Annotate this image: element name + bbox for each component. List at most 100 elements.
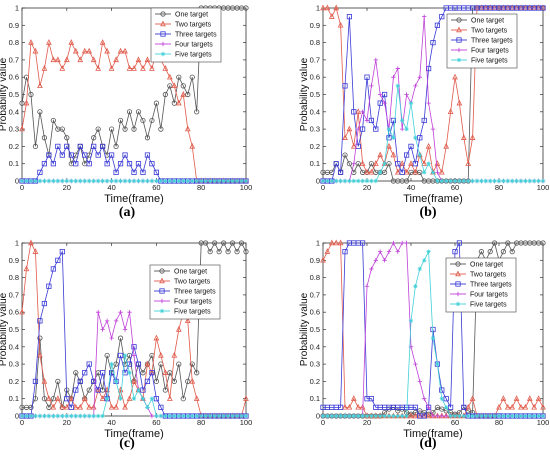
data-point <box>421 160 428 166</box>
data-point <box>136 387 141 393</box>
data-point <box>412 168 419 175</box>
data-point <box>145 178 150 184</box>
data-point <box>346 14 353 20</box>
data-point <box>82 178 87 184</box>
data-point <box>46 404 52 410</box>
data-point <box>149 396 155 401</box>
data-point <box>382 258 387 263</box>
data-point <box>176 178 181 184</box>
data-point <box>131 126 137 132</box>
data-point <box>149 370 155 376</box>
y-tick-label: 0.9 <box>310 256 320 265</box>
data-point <box>426 161 431 166</box>
x-tick-label: 20 <box>363 183 371 192</box>
data-point <box>421 413 427 419</box>
y-tick-label: 0 <box>316 177 320 186</box>
data-point <box>185 91 191 98</box>
data-point <box>176 413 181 419</box>
data-point <box>100 178 105 184</box>
legend-entry: Two targets <box>471 28 508 35</box>
x-tick-label: 40 <box>107 418 115 427</box>
data-point <box>337 239 344 246</box>
data-point <box>430 126 436 132</box>
data-point <box>109 178 114 184</box>
series-five-targets <box>19 178 249 184</box>
data-point <box>140 387 146 393</box>
data-point <box>216 413 222 419</box>
legend-marker <box>159 268 165 274</box>
data-point <box>435 178 440 184</box>
data-point <box>140 370 146 376</box>
y-tick-label: 0.3 <box>9 360 19 369</box>
data-point <box>408 412 414 419</box>
data-point <box>153 100 159 106</box>
data-point <box>100 370 106 376</box>
data-point <box>404 92 409 97</box>
data-point <box>87 178 92 184</box>
data-point <box>19 308 25 315</box>
data-point <box>514 178 519 184</box>
data-point <box>391 240 396 246</box>
data-point <box>412 161 419 167</box>
data-point <box>382 100 387 106</box>
data-point <box>320 413 326 419</box>
data-point <box>122 152 128 158</box>
data-point <box>104 318 110 324</box>
data-point <box>373 258 378 263</box>
data-point <box>46 283 52 289</box>
x-tick-label: 100 <box>240 183 253 192</box>
x-tick-label: 20 <box>63 418 71 427</box>
data-point <box>435 413 440 419</box>
legend-marker <box>160 20 166 27</box>
data-point <box>190 178 195 184</box>
data-point <box>37 335 43 341</box>
data-point <box>91 135 97 141</box>
data-point <box>465 160 472 166</box>
data-point <box>413 135 418 140</box>
legend-marker <box>456 37 462 43</box>
data-point <box>425 142 432 149</box>
data-point <box>122 47 128 54</box>
data-point <box>69 413 74 419</box>
legend-marker <box>159 288 165 294</box>
data-point <box>434 404 440 410</box>
data-point <box>41 135 48 141</box>
data-point <box>95 413 101 419</box>
data-point <box>337 404 344 410</box>
data-point <box>216 249 222 255</box>
data-point <box>225 249 231 255</box>
data-point <box>356 126 361 132</box>
data-point <box>104 161 110 167</box>
legend-marker <box>456 17 462 23</box>
data-point <box>378 413 383 419</box>
data-point <box>350 142 357 149</box>
data-point <box>333 4 340 11</box>
data-point <box>243 178 249 184</box>
data-point <box>474 413 480 419</box>
data-point <box>531 403 538 410</box>
data-point <box>395 249 400 254</box>
data-point <box>50 396 56 402</box>
data-point <box>469 395 476 401</box>
data-point <box>104 178 110 184</box>
y-tick-label: 0.1 <box>310 159 320 168</box>
legend-marker <box>455 281 461 287</box>
data-point <box>113 169 119 175</box>
data-point <box>426 405 431 410</box>
data-point <box>408 411 414 417</box>
data-point <box>234 178 240 184</box>
data-point <box>225 413 231 419</box>
data-point <box>207 178 213 184</box>
data-point <box>55 178 61 184</box>
data-point <box>425 65 432 72</box>
data-point <box>131 178 137 184</box>
y-tick-label: 0.4 <box>310 107 320 116</box>
data-point <box>91 178 96 184</box>
data-point <box>439 396 444 401</box>
y-axis-label: Probability value <box>299 57 310 131</box>
data-point <box>386 249 392 254</box>
y-axis-label: Probability value <box>299 292 310 366</box>
data-point <box>72 403 79 410</box>
data-point <box>470 178 475 184</box>
data-point <box>184 125 191 132</box>
